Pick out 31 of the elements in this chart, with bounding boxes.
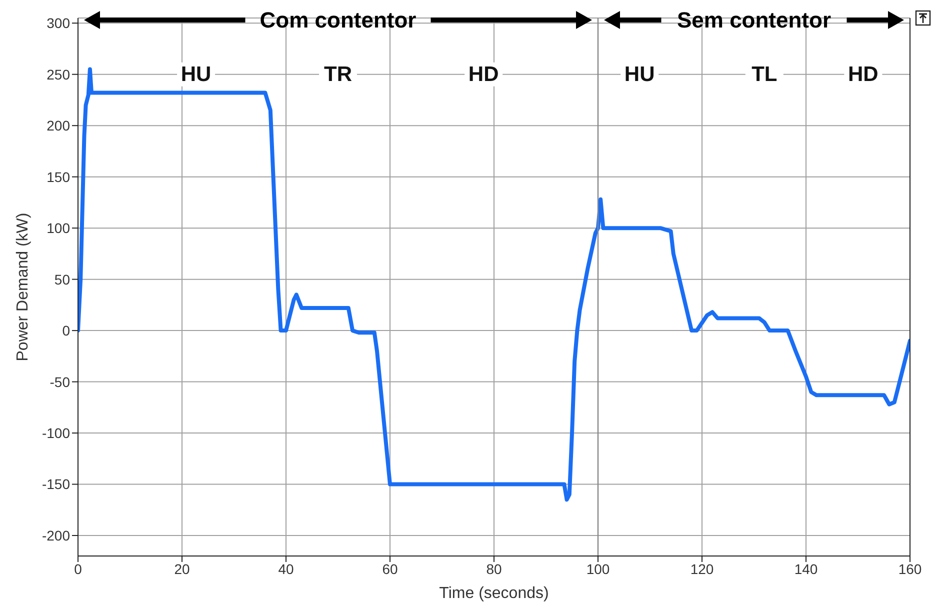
y-tick-label: -50 <box>50 374 70 390</box>
annotation: HD <box>848 62 878 86</box>
y-tick-label: -200 <box>42 527 70 544</box>
y-tick-label: 200 <box>46 118 70 134</box>
y-tick-label: 300 <box>46 15 70 32</box>
x-tick-label: 60 <box>382 560 398 577</box>
y-tick-label: 150 <box>46 168 70 185</box>
annotation: HU <box>624 62 655 86</box>
x-tick-label: 140 <box>794 560 818 577</box>
y-axis-title: Power Demand (kW) <box>14 212 32 362</box>
y-tick-label: 100 <box>46 220 70 236</box>
line-series <box>78 67 910 502</box>
y-tick-label: -150 <box>42 476 70 492</box>
y-tick-label: 250 <box>46 66 70 82</box>
x-tick-label: 120 <box>690 560 714 577</box>
y-tick-label: 50 <box>54 271 70 288</box>
y-tick-label: 0 <box>62 322 70 339</box>
annotation: TL <box>752 62 778 86</box>
y-tick-label: -100 <box>42 425 70 441</box>
annotation: Sem contentor <box>676 8 832 32</box>
x-tick-label: 160 <box>898 560 922 577</box>
annotation: HD <box>468 62 499 86</box>
x-axis-title: Time (seconds) <box>439 585 549 602</box>
annotation: Com contentor <box>260 8 417 32</box>
annotation: HU <box>180 62 212 86</box>
x-tick-label: 20 <box>174 560 190 577</box>
x-tick-label: 40 <box>278 560 294 577</box>
annotation: TR <box>324 62 352 86</box>
x-tick-label: 100 <box>586 560 610 577</box>
x-tick-label: 0 <box>74 560 82 577</box>
x-tick-label: 80 <box>486 560 502 577</box>
